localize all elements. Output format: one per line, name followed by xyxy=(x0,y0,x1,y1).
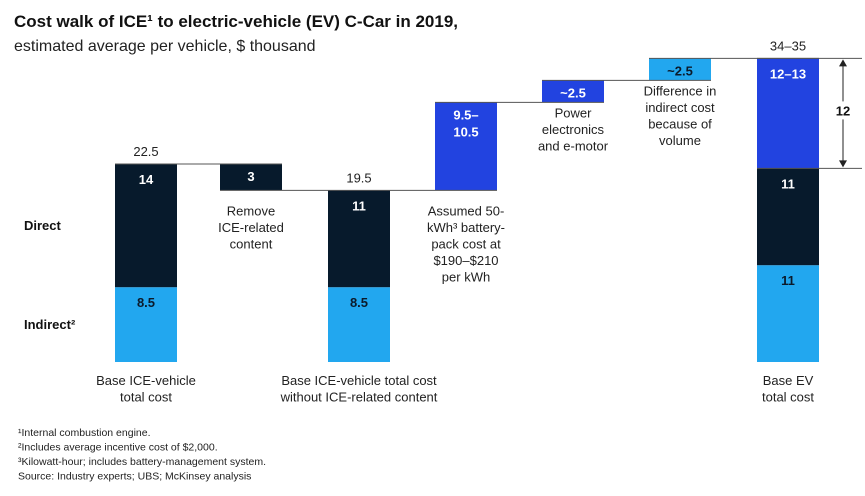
bar-delta-6 xyxy=(649,58,711,81)
ev-bar-total-label: 34–35 xyxy=(770,38,806,53)
bar-caption-2-line-2: ICE-related xyxy=(218,220,284,235)
bar-total-label-1: 22.5 xyxy=(133,144,158,159)
ev-bar-battery-value: 12–13 xyxy=(770,66,806,81)
bar-caption-2-line-1: Remove xyxy=(227,203,275,218)
bar-delta-value-2-1: 3 xyxy=(247,169,254,184)
bar-caption-6-line-1: Difference in xyxy=(644,83,717,98)
bar-indirect-1 xyxy=(115,287,177,362)
bar-caption-6-line-3: because of xyxy=(648,116,712,131)
bar-delta-value-6-1: ~2.5 xyxy=(667,63,693,78)
bar-indirect-value-1: 8.5 xyxy=(137,295,155,310)
bar-caption-4-line-4: $190–$210 xyxy=(433,253,498,268)
bracket-arrow-down xyxy=(839,160,847,168)
chart-title: Cost walk of ICE¹ to electric-vehicle (E… xyxy=(14,12,458,31)
bar-delta-4 xyxy=(435,102,497,191)
bar-caption-3-line-2: without ICE-related content xyxy=(280,390,438,405)
bar-caption-4-line-2: kWh³ battery- xyxy=(427,220,505,235)
footnote-1: ¹Internal combustion engine. xyxy=(18,427,151,439)
bar-direct-value-1: 14 xyxy=(139,172,154,187)
footnote-2: ²Includes average incentive cost of $2,0… xyxy=(18,442,218,454)
ev-bar-direct-value: 11 xyxy=(781,176,795,191)
chart-marks: 14 8.5 22.5 Base ICE-vehicle total cost 3 Remo… xyxy=(96,38,862,405)
bar-caption-5-line-3: and e-motor xyxy=(538,138,609,153)
footnotes: ¹Internal combustion engine. ²Includes av… xyxy=(18,427,266,483)
bar-total-label-3: 19.5 xyxy=(346,170,371,185)
bar-caption-6-line-2: indirect cost xyxy=(645,100,715,115)
bar-indirect-3 xyxy=(328,287,390,362)
bar-caption-2-line-3: content xyxy=(230,236,273,251)
bar-caption-4-line-1: Assumed 50- xyxy=(428,203,505,218)
bar-delta-5 xyxy=(542,80,604,103)
row-label-direct: Direct xyxy=(24,218,62,233)
bar-caption-4-line-3: pack cost at xyxy=(431,236,501,251)
bar-delta-value-4-2: 10.5 xyxy=(453,124,478,139)
bar-direct-1 xyxy=(115,164,177,288)
ev-bar-caption-line-2: total cost xyxy=(762,390,814,405)
bar-delta-2 xyxy=(220,164,282,191)
bar-caption-1-line-2: total cost xyxy=(120,390,172,405)
ev-bar-caption-line-1: Base EV xyxy=(763,373,814,388)
chart-subtitle: estimated average per vehicle, $ thousan… xyxy=(14,38,316,55)
bracket-label-bg xyxy=(831,101,855,120)
bar-delta-value-5-1: ~2.5 xyxy=(560,85,586,100)
bar-caption-5-line-1: Power xyxy=(555,105,593,120)
ev-bar-direct xyxy=(757,168,819,266)
bar-caption-6-line-4: volume xyxy=(659,133,701,148)
bar-caption-3-line-1: Base ICE-vehicle total cost xyxy=(281,373,437,388)
bar-caption-4-line-5: per kWh xyxy=(442,269,490,284)
bracket-label: 12 xyxy=(836,103,850,118)
footnote-3: ³Kilowatt-hour; includes battery-managem… xyxy=(18,456,266,468)
row-label-indirect: Indirect² xyxy=(24,317,76,332)
bar-delta-value-4-1: 9.5– xyxy=(453,107,478,122)
bar-direct-3 xyxy=(328,190,390,288)
bar-direct-value-3: 11 xyxy=(352,198,366,213)
ev-bar-battery xyxy=(757,58,819,169)
bracket-arrow-up xyxy=(839,59,847,67)
bar-indirect-value-3: 8.5 xyxy=(350,295,368,310)
bar-caption-1-line-1: Base ICE-vehicle xyxy=(96,373,196,388)
ev-bar-indirect-value: 11 xyxy=(781,273,795,288)
ev-bar-indirect xyxy=(757,265,819,362)
footnote-4: Source: Industry experts; UBS; McKinsey … xyxy=(18,471,251,483)
bar-caption-5-line-2: electronics xyxy=(542,122,605,137)
